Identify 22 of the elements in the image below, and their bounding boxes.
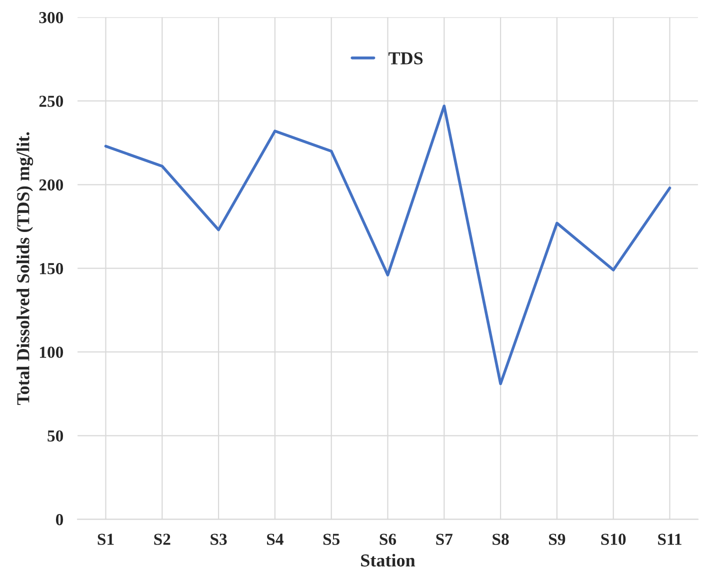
x-tick-label: S3	[210, 534, 227, 545]
x-tick-label: S9	[549, 534, 566, 545]
x-tick-label: S2	[154, 534, 170, 545]
y-axis-title: Total Dissolved Solids (TDS) mg/lit.	[16, 132, 34, 405]
x-tick-label: S8	[492, 534, 509, 545]
x-tick-label: S10	[601, 534, 626, 545]
x-tick-label: S7	[436, 534, 453, 545]
y-tick-label: 50	[48, 430, 64, 442]
x-tick-label: S6	[380, 534, 396, 545]
y-tick-label: 200	[39, 179, 64, 191]
x-tick-label: S4	[267, 534, 284, 545]
x-tick-label: S5	[323, 534, 340, 545]
x-axis-title: Station	[361, 554, 416, 567]
y-tick-label: 300	[39, 12, 64, 24]
legend-label: TDS	[388, 52, 423, 64]
line-series	[104, 104, 672, 386]
x-tick-label: S1	[98, 534, 114, 545]
y-tick-label: 250	[39, 96, 64, 107]
y-tick-label: 0	[56, 514, 64, 526]
y-tick-label: 150	[40, 263, 64, 274]
y-tick-label: 100	[40, 346, 64, 358]
x-tick-label: S11	[658, 534, 682, 545]
